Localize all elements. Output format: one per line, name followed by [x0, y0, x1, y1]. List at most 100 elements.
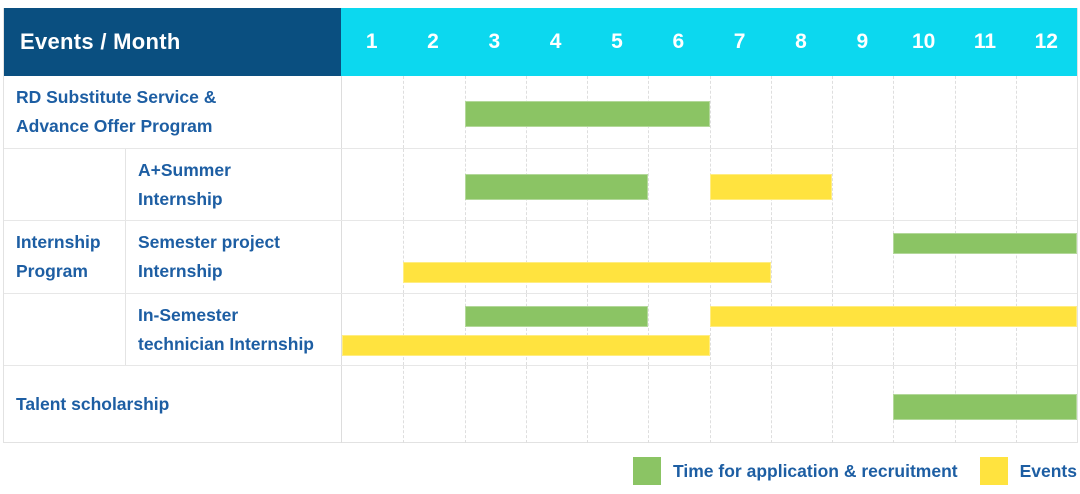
chart-area-rd-substitute — [341, 76, 1077, 148]
legend-swatch-recruitment — [633, 457, 662, 485]
month-gridline — [1015, 149, 1017, 220]
chart-area-talent-scholarship — [341, 366, 1077, 443]
month-gridline — [770, 366, 772, 443]
legend: Time for application & recruitment Events — [633, 457, 1077, 485]
month-gridline — [587, 366, 588, 443]
month-header-cell-9: 9 — [856, 30, 869, 53]
row-label: Advance Offer Program — [16, 116, 213, 136]
month-gridline — [832, 221, 833, 293]
chart-area-in-semester-technician — [341, 294, 1077, 365]
month-gridline — [954, 76, 956, 148]
month-gridline — [832, 294, 833, 365]
legend-label-event: Events — [1019, 460, 1077, 481]
month-gridline — [403, 366, 405, 443]
month-gridline — [709, 294, 711, 365]
month-header-cell-7: 7 — [733, 30, 746, 53]
gantt-bar-recruitment — [893, 394, 1077, 420]
month-gridline — [403, 76, 405, 148]
legend-item-recruitment: Time for application & recruitment — [633, 457, 958, 485]
row-label-cell-semester-project: Semester project Internship — [4, 221, 341, 293]
month-gridline — [403, 294, 405, 365]
month-gridline — [893, 294, 895, 365]
events-month-header-cell: Events / Month — [4, 8, 341, 76]
gantt-bar-recruitment — [464, 306, 649, 327]
month-gridline — [770, 76, 772, 148]
row-label: In-Semester — [138, 304, 239, 325]
legend-swatch-event — [979, 457, 1008, 485]
month-gridline — [954, 221, 956, 293]
month-header-cell-2: 2 — [427, 30, 439, 53]
row-label: A+Summer — [138, 159, 231, 180]
month-gridline — [587, 221, 588, 293]
month-header-cell-8: 8 — [795, 30, 807, 53]
table-row-rd-substitute: RD Substitute Service & Advance Offer Pro… — [4, 76, 1077, 148]
month-gridline — [770, 294, 772, 365]
month-gridline — [1015, 221, 1017, 293]
month-header-cell-6: 6 — [672, 30, 685, 53]
group-label-internship-program: Internship Program — [4, 148, 125, 365]
gantt-bar-event — [403, 262, 771, 283]
row-label-cell-rd-substitute: RD Substitute Service & Advance Offer Pro… — [4, 76, 341, 148]
month-gridline — [893, 76, 895, 148]
month-gridline — [525, 221, 527, 293]
month-gridline — [648, 294, 650, 365]
month-gridline — [832, 76, 833, 148]
row-label-cell-talent-scholarship: Talent scholarship — [4, 366, 341, 443]
month-header-cell-11: 11 — [973, 30, 997, 53]
month-header-cell-1: 1 — [365, 30, 378, 53]
row-label: RD Substitute Service & — [16, 87, 217, 107]
month-gridline — [832, 366, 833, 443]
month-gridline — [709, 366, 711, 443]
month-header: 1 2 3 4 5 6 7 8 9 10 11 12 — [341, 8, 1077, 76]
month-gridline — [770, 221, 772, 293]
gantt-bar-event — [709, 174, 832, 200]
month-gridline — [648, 149, 650, 220]
month-gridline — [403, 149, 405, 220]
month-gridline — [587, 294, 588, 365]
legend-item-event: Events — [979, 457, 1077, 485]
month-header-cell-10: 10 — [911, 30, 936, 53]
legend-label-recruitment: Time for application & recruitment — [673, 460, 958, 481]
row-label-cell-a-plus-summer: A+Summer Internship — [4, 149, 341, 220]
month-gridline — [648, 221, 650, 293]
schedule-table: Events / Month 1 2 3 4 5 6 7 8 9 10 11 12 RD Substi… — [3, 8, 1078, 443]
month-gridline — [648, 366, 650, 443]
table-row-talent-scholarship: Talent scholarship — [4, 365, 1077, 443]
month-header-cell-3: 3 — [488, 30, 501, 53]
chart-area-semester-project — [341, 221, 1077, 293]
month-gridline — [1015, 76, 1017, 148]
month-gridline — [464, 294, 466, 365]
month-gridline — [709, 76, 711, 148]
gantt-bar-recruitment — [464, 101, 710, 127]
month-gridline — [709, 221, 711, 293]
chart-area-a-plus-summer — [341, 149, 1077, 220]
month-gridline — [1015, 294, 1017, 365]
gantt-bar-recruitment — [464, 174, 649, 200]
month-gridline — [954, 149, 956, 220]
row-label: Internship — [138, 188, 223, 209]
month-header-cell-4: 4 — [549, 30, 562, 53]
table-body: RD Substitute Service & Advance Offer Pro… — [4, 76, 1077, 443]
month-gridline — [525, 294, 527, 365]
group-label-line: Internship — [16, 231, 101, 252]
month-gridline — [893, 221, 895, 293]
month-gridline — [525, 366, 527, 443]
row-label-cell-in-semester-technician: In-Semester technician Internship — [4, 294, 341, 365]
month-gridline — [893, 149, 895, 220]
month-gridline — [832, 149, 833, 220]
month-gridline — [464, 366, 466, 443]
month-header-cell-12: 12 — [1034, 30, 1058, 53]
month-gridline — [954, 294, 956, 365]
month-gridline — [464, 221, 466, 293]
row-label: Talent scholarship — [16, 394, 170, 414]
table-row-a-plus-summer: A+Summer Internship — [4, 148, 1077, 220]
gantt-bar-event — [342, 335, 710, 356]
table-row-semester-project: Semester project Internship — [4, 220, 1077, 293]
header-title: Events / Month — [20, 29, 181, 54]
gantt-bar-event — [709, 306, 1077, 327]
row-label: Semester project — [138, 232, 281, 252]
month-gridline — [403, 221, 405, 293]
gantt-bar-recruitment — [893, 233, 1077, 254]
table-row-in-semester-technician: In-Semester technician Internship — [4, 293, 1077, 365]
